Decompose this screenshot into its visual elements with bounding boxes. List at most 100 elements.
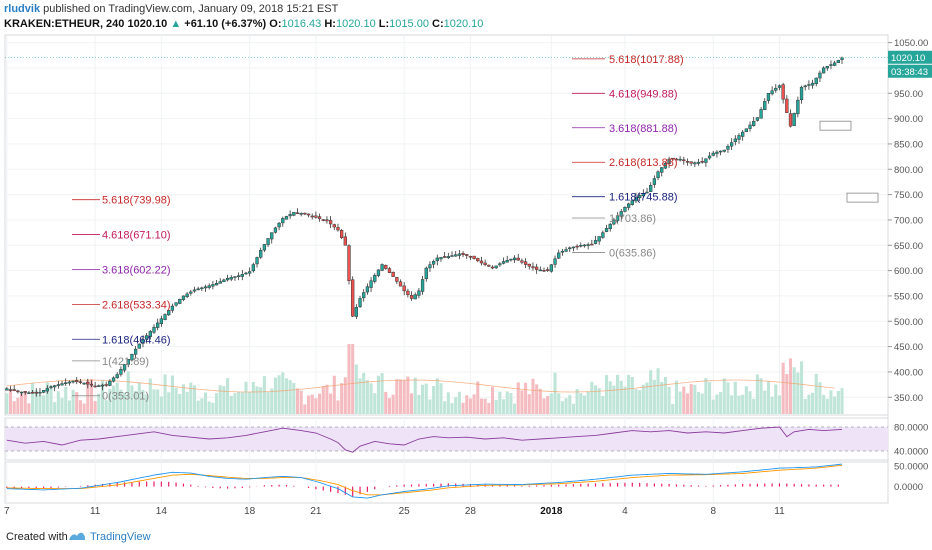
candlesticks[interactable] [5, 56, 844, 397]
tradingview-logo-icon [69, 532, 85, 540]
time-axis[interactable]: 7 11 14 18 21 25 28 2018 4 8 11 [4, 506, 785, 517]
volume-bar [777, 395, 782, 414]
fib-level-label: 5.618(1017.88) [609, 54, 684, 66]
volume-bar [34, 390, 38, 414]
candle-body [12, 389, 16, 391]
last-price-badge [888, 50, 932, 64]
candle-body [255, 257, 259, 265]
volume-bar [93, 401, 97, 414]
volume-bar [733, 381, 737, 414]
candle-body [406, 290, 410, 295]
candle-body [729, 142, 734, 147]
publish-line: rludvik published on TradingView.com, Ja… [4, 3, 338, 15]
volume-bar [560, 401, 564, 414]
volume-bar [244, 381, 248, 414]
volume-bar [137, 382, 141, 414]
volume-bar [476, 381, 480, 414]
volume-bar [744, 386, 748, 414]
volume-bar [321, 386, 325, 414]
fibonacci-extensions[interactable]: 5.618(739.98) 4.618(671.10) 3.618(602.22) 2… [72, 54, 684, 403]
candle-body [553, 258, 557, 265]
volume-bar [126, 371, 130, 414]
candle-body [281, 218, 285, 224]
volume-bar [86, 379, 90, 414]
candle-body [748, 124, 752, 129]
candle-body [792, 112, 796, 126]
candle-body [557, 252, 561, 259]
rsi-tick-label: 80.0000 [894, 423, 928, 434]
volume-bar [336, 400, 340, 414]
volume-bar [516, 382, 520, 414]
candle-body [222, 279, 226, 283]
volume-bar [248, 391, 252, 414]
volume-bar [273, 377, 277, 414]
volume-bar [524, 382, 528, 414]
candle-body [332, 224, 336, 228]
author-link[interactable]: rludvik [4, 3, 41, 15]
volume-bar [509, 393, 513, 414]
price-tick-label: 550.00 [894, 291, 923, 302]
price-tick-label: 950.00 [894, 89, 923, 100]
candle-body [649, 185, 653, 192]
volume-bar [730, 395, 734, 414]
grid-lines [4, 34, 889, 504]
volume-bar [619, 380, 623, 414]
candle-body [546, 269, 550, 271]
time-tick-label: 14 [156, 506, 168, 517]
volume-bar [75, 392, 79, 414]
symbol-name[interactable]: KRAKEN:ETHEUR, 240 [4, 18, 125, 30]
volume-bar [358, 378, 362, 414]
candle-body [803, 85, 807, 88]
volume-bar [354, 364, 358, 414]
price-axis[interactable]: 350.00 400.00 450.00 500.00 550.00 600.00 650.… [887, 35, 928, 503]
tradingview-brand-link[interactable]: TradingView [90, 531, 151, 543]
volume-bar [45, 382, 49, 414]
volume-bar [174, 387, 178, 414]
volume-bar [100, 380, 105, 414]
volume-bar [446, 392, 450, 414]
candle-body [439, 257, 443, 260]
volume-bar [167, 392, 171, 414]
candle-body [384, 264, 388, 269]
volume-bar [417, 394, 421, 414]
volume-bar [163, 374, 167, 414]
candle-body [638, 195, 642, 199]
candle-body [704, 158, 708, 163]
volume-bar [229, 396, 233, 414]
candle-body [119, 369, 123, 375]
volume-bar [277, 375, 281, 414]
time-tick-label: 25 [399, 506, 411, 517]
volume-bar [825, 398, 829, 414]
footer: Created with TradingView [0, 524, 932, 550]
candle-body [457, 253, 462, 256]
candle-body [512, 257, 517, 261]
candle-body [156, 322, 160, 328]
candle-body [200, 287, 204, 290]
candle-body [64, 382, 68, 384]
candle-body [325, 219, 329, 222]
candle-body [111, 377, 116, 382]
volume-bar [811, 392, 815, 414]
macd-pane[interactable]: 50.0000 0.0000 [6, 462, 929, 499]
volume-bar [557, 393, 561, 414]
volume-bar [49, 385, 53, 414]
candle-body [634, 196, 638, 202]
rsi-pane[interactable]: 80.0000 40.0000 [5, 423, 928, 458]
volume-bar [233, 393, 237, 414]
price-tick-label: 800.00 [894, 165, 923, 176]
candle-body [825, 65, 829, 69]
candle-body [60, 383, 64, 386]
volume-bar [774, 384, 778, 414]
candle-body [53, 385, 57, 388]
fib-level-label: 0(635.86) [609, 247, 656, 259]
candle-body [362, 292, 366, 299]
volume-bar [130, 385, 134, 414]
candle-body [244, 272, 248, 275]
candle-body [89, 383, 94, 386]
candle-body [351, 279, 355, 317]
fib-level-label: 3.618(881.88) [609, 123, 678, 135]
volume-ma-line [6, 379, 835, 393]
volume-bar [226, 378, 230, 414]
candle-body [115, 374, 119, 379]
volume-bar [60, 398, 64, 414]
